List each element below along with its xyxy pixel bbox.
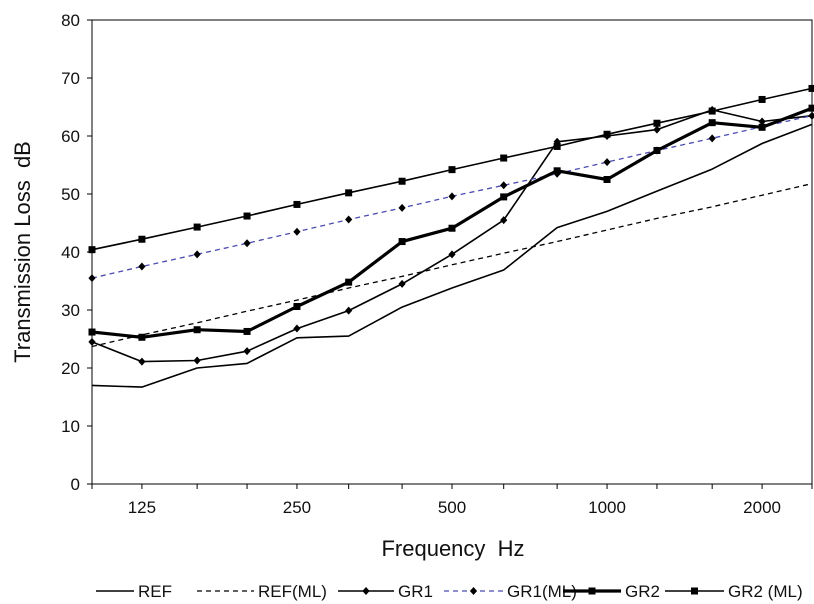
x-tick-label: 1000 [588, 498, 626, 517]
data-point [398, 279, 406, 288]
plot-area [88, 19, 814, 485]
data-point [808, 111, 814, 120]
legend: REF REF(ML) GR1 GR1(ML) GR2 GR2 (ML) [96, 582, 803, 601]
legend-swatch-marker [588, 587, 596, 595]
data-point [808, 84, 814, 92]
x-tick-label: 125 [128, 498, 156, 517]
data-point [193, 223, 201, 231]
x-tick-label: 500 [438, 498, 466, 517]
y-axis-tick-labels: 0 10 20 30 40 50 60 70 80 [61, 11, 92, 494]
data-point [138, 235, 146, 243]
data-point [653, 119, 661, 127]
legend-item: REF [96, 582, 172, 601]
legend-item: GR1 [338, 582, 433, 601]
legend-swatch-marker [691, 587, 698, 595]
data-point [398, 238, 406, 246]
series-ref [91, 123, 813, 388]
data-point [448, 166, 456, 174]
series-line [91, 182, 813, 348]
data-point [653, 147, 661, 154]
x-axis-title: Frequency Hz [381, 536, 524, 561]
series-ref-ml [91, 182, 813, 348]
data-point [553, 142, 561, 150]
legend-label: GR2 [625, 582, 660, 601]
data-point [603, 158, 611, 167]
data-point [293, 200, 301, 208]
legend-swatch-marker [362, 587, 370, 595]
y-tick-label: 30 [61, 301, 80, 320]
y-tick-label: 80 [61, 11, 80, 30]
legend-label: REF [138, 582, 172, 601]
data-point [193, 250, 201, 259]
data-point [345, 189, 353, 197]
legend-label: GR2 (ML) [728, 582, 803, 601]
legend-item: GR2 (ML) [665, 582, 803, 601]
data-point [345, 215, 353, 224]
data-point [500, 216, 508, 225]
data-point [708, 107, 716, 115]
data-point [243, 327, 251, 335]
legend-label: REF(ML) [258, 582, 327, 601]
data-point [193, 326, 201, 334]
legend-item: REF(ML) [197, 582, 327, 601]
data-point [448, 192, 456, 201]
data-point [653, 125, 661, 134]
data-point [758, 117, 766, 126]
data-point [758, 95, 766, 103]
legend-item: GR2 [563, 582, 660, 601]
y-tick-label: 0 [71, 475, 80, 494]
data-point [808, 104, 814, 112]
data-point [138, 262, 146, 271]
y-tick-label: 50 [61, 185, 80, 204]
y-tick-label: 40 [61, 243, 80, 262]
y-axis-title: Transmission Loss dB [10, 141, 35, 363]
x-tick-label: 2000 [743, 498, 781, 517]
series-line [91, 123, 813, 388]
data-point [138, 333, 146, 341]
data-point [448, 250, 456, 259]
legend-swatch-marker [469, 587, 478, 595]
series-line [91, 106, 813, 339]
data-point [708, 119, 716, 127]
x-axis-tick-labels: 125 250 500 1000 2000 [91, 484, 813, 517]
data-point [193, 356, 201, 365]
data-point [293, 303, 301, 311]
data-point [500, 181, 508, 190]
legend-label: GR1 [398, 582, 433, 601]
data-point [448, 224, 456, 232]
y-tick-label: 70 [61, 69, 80, 88]
data-point [243, 239, 251, 248]
data-point [88, 328, 96, 336]
data-point [603, 176, 611, 183]
data-point [293, 227, 301, 236]
data-point [553, 167, 561, 175]
data-point [398, 177, 406, 185]
y-tick-label: 10 [61, 417, 80, 436]
legend-label: GR1(ML) [507, 582, 577, 601]
series-line [91, 109, 813, 363]
series-gr1-ml [88, 111, 814, 283]
data-point [758, 123, 766, 131]
y-tick-label: 20 [61, 359, 80, 378]
data-point [603, 130, 611, 138]
x-tick-label: 250 [283, 498, 311, 517]
series-gr2 [88, 104, 814, 341]
data-point [88, 337, 96, 346]
y-tick-label: 60 [61, 127, 80, 146]
data-point [243, 347, 251, 356]
data-point [500, 154, 508, 162]
data-point [293, 324, 301, 333]
data-point [398, 203, 406, 212]
legend-item: GR1(ML) [444, 582, 577, 601]
data-point [500, 193, 508, 201]
data-point [243, 212, 251, 220]
data-point [708, 134, 716, 143]
data-point [88, 274, 96, 283]
data-point [138, 357, 146, 366]
series-gr2-ml [88, 84, 814, 254]
data-point [345, 306, 353, 315]
data-point [345, 278, 353, 286]
data-point [88, 246, 96, 254]
